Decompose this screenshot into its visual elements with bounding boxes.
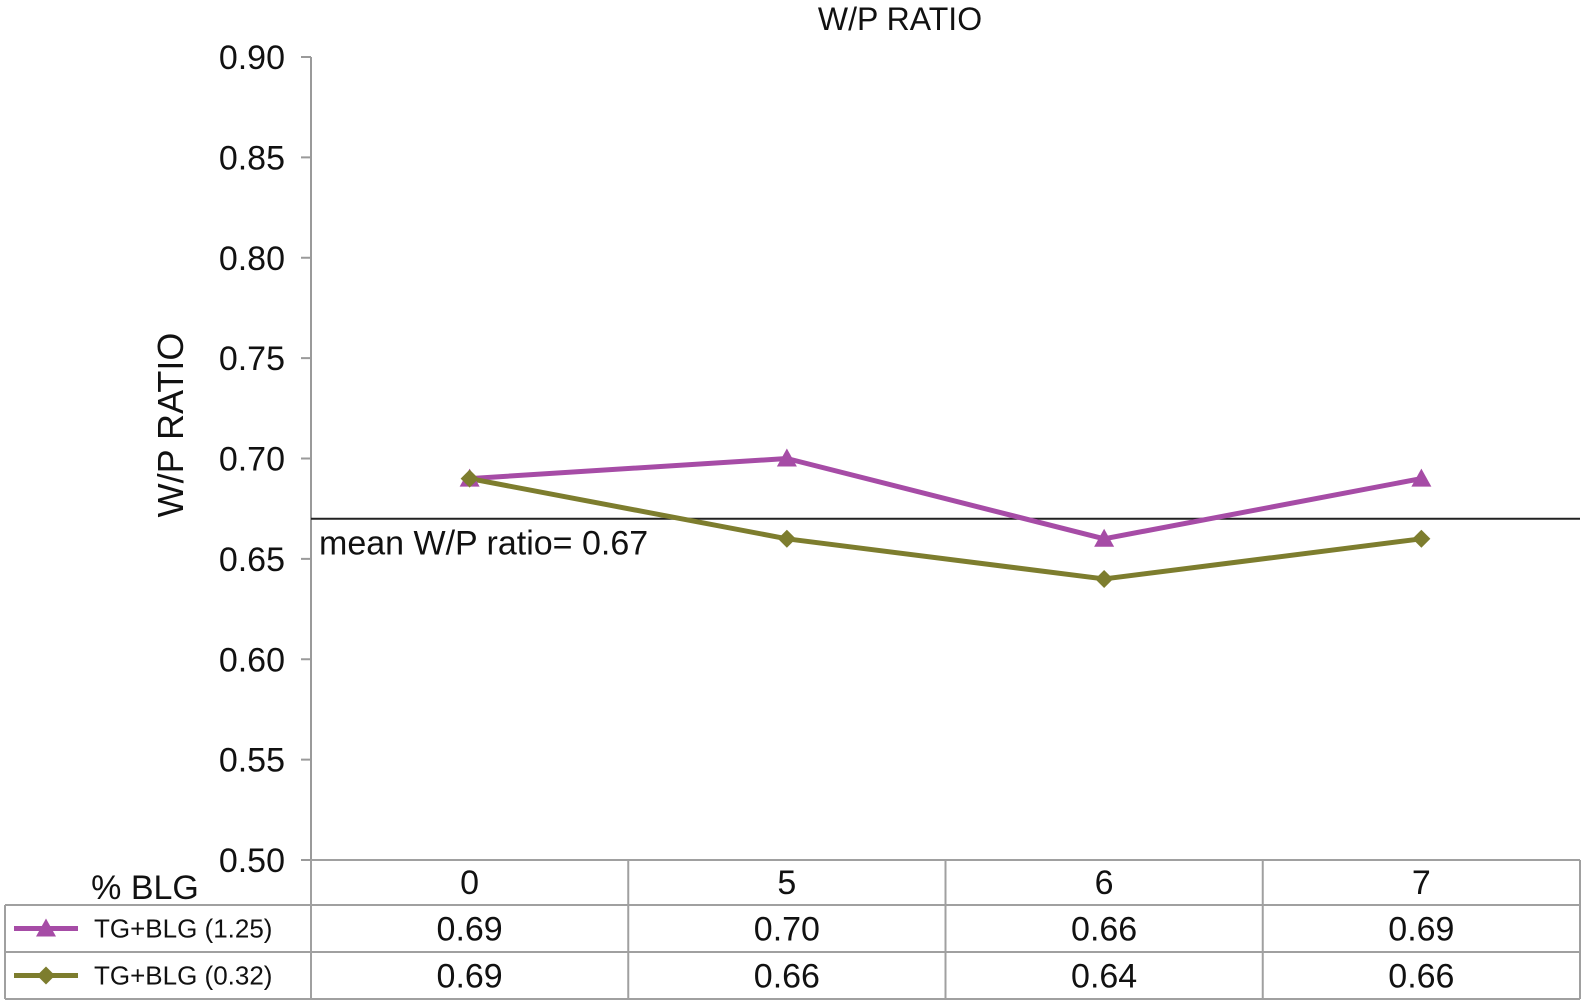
legend-swatch-marker-1 — [36, 918, 56, 937]
series-2-point — [777, 529, 796, 548]
y-axis-ticks: 0.50 0.55 0.60 0.65 0.70 0.75 0.80 0.85 0.90 — [219, 39, 311, 880]
x-axis-label: % BLG — [91, 869, 199, 907]
x-tick-label: 7 — [1412, 864, 1431, 902]
series-line-1 — [469, 456, 1422, 542]
series-1-point — [1094, 528, 1115, 547]
series-1-point — [1411, 468, 1432, 487]
data-label: 0.64 — [1071, 958, 1137, 996]
y-tick-label: 0.80 — [219, 240, 285, 278]
y-axis-label: W/P RATIO — [150, 333, 191, 518]
legend-swatch-marker-2 — [37, 966, 55, 985]
legend-entry: TG+BLG (0.32) — [94, 961, 272, 991]
legend-entry: TG+BLG (1.25) — [94, 914, 272, 944]
y-tick-label: 0.55 — [219, 742, 285, 780]
data-label: 0.66 — [1071, 911, 1137, 949]
series-2-point — [460, 469, 479, 488]
data-label: 0.70 — [754, 911, 820, 949]
y-tick-label: 0.70 — [219, 441, 285, 479]
data-label: 0.69 — [437, 958, 503, 996]
series-group — [459, 448, 1432, 588]
data-label: 0.69 — [1388, 911, 1454, 949]
series-2-point — [1095, 569, 1114, 588]
x-tick-label: 0 — [460, 864, 479, 902]
y-tick-label: 0.85 — [219, 139, 285, 177]
x-tick-label: 5 — [777, 864, 796, 902]
y-tick-label: 0.90 — [219, 39, 285, 77]
data-label: 0.66 — [1388, 958, 1454, 996]
data-label: 0.66 — [754, 958, 820, 996]
series-1-point — [776, 448, 797, 467]
chart-title: W/P RATIO — [818, 1, 982, 37]
y-tick-label: 0.65 — [219, 541, 285, 579]
x-tick-label: 6 — [1095, 864, 1114, 902]
y-tick-label: 0.60 — [219, 641, 285, 679]
data-table: % BLG 0 5 6 7 TG+BLG (1.25) 0.69 0.70 0.66 0.69 TG… — [4, 859, 1581, 1000]
y-tick-label: 0.75 — [219, 340, 285, 378]
series-2-point — [1412, 529, 1431, 548]
data-label: 0.69 — [437, 911, 503, 949]
reference-line-group: mean W/P ratio= 0.67 — [311, 517, 1580, 563]
mean-reference-label: mean W/P ratio= 0.67 — [319, 525, 648, 563]
series-line-2 — [469, 476, 1422, 582]
y-tick-label: 0.50 — [219, 842, 285, 880]
